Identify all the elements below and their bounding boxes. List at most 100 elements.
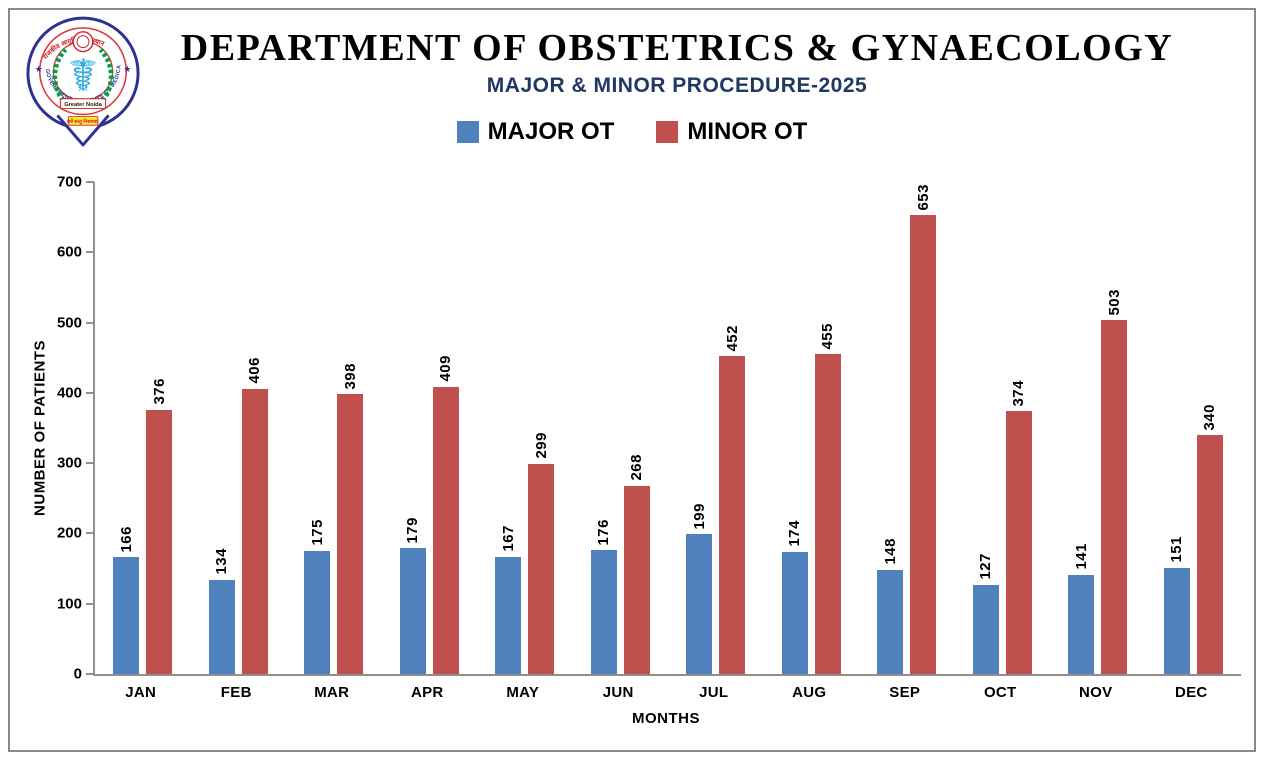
bar-group-apr: 179 409 (382, 182, 478, 674)
y-axis-tick-label: 700 (56, 173, 82, 191)
bar-group-sep: 148 653 (859, 182, 955, 674)
bar-column: 653 (910, 182, 937, 674)
x-axis-tick-label: AUG (792, 684, 827, 701)
legend-label-minor-ot: MINOR OT (687, 118, 808, 145)
y-axis-tick-mark (86, 391, 94, 394)
page-subtitle: MAJOR & MINOR PROCEDURE-2025 (486, 74, 868, 97)
bar-group-jun: 176 268 (573, 182, 669, 674)
bar-column: 175 (304, 182, 331, 674)
bar-value-label: 127 (977, 553, 995, 580)
y-axis-tick-labels: 0 100 200 300 400 500 600 700 (30, 174, 82, 683)
bar-value-label: 398 (341, 362, 359, 390)
bar-value-label: 340 (1201, 403, 1219, 431)
bar-value-label: 299 (532, 432, 550, 459)
bar-column: 166 (113, 182, 140, 674)
bar-major-ot-dec (1163, 567, 1190, 674)
bar-minor-ot-nov (1101, 320, 1128, 674)
logo-banner (59, 98, 107, 110)
x-axis-tick-label: JUL (699, 684, 729, 701)
bar-major-ot-apr (399, 548, 426, 674)
bar-group-jan: 166 376 (95, 182, 191, 674)
x-axis-tick-label: APR (410, 684, 444, 701)
y-axis-tick-label: 100 (56, 595, 82, 613)
x-axis-tick-labels: JAN FEB MAR APR MAY JUN JUL AUG SEP OCT NOV DEC (93, 684, 1239, 701)
bar-major-ot-jan (113, 557, 140, 674)
logo-motto-box (67, 115, 99, 126)
bar-column: 452 (719, 182, 746, 674)
bar-value-label: 199 (690, 502, 708, 530)
bar-column: 141 (1068, 182, 1095, 674)
bar-minor-ot-dec (1196, 435, 1223, 674)
bar-value-label: 167 (499, 525, 517, 552)
bar-value-label: 174 (786, 520, 804, 547)
bar-group-oct: 127 374 (955, 182, 1051, 674)
legend-item-minor-ot: MINOR OT (656, 118, 807, 146)
bar-group-mar: 175 398 (286, 182, 382, 674)
logo-top-medallion (72, 31, 94, 53)
bar-minor-ot-jun (623, 485, 650, 674)
bar-column: 398 (337, 182, 364, 674)
bar-major-ot-oct (972, 584, 999, 674)
y-axis-tick-label: 200 (56, 524, 82, 542)
bar-column: 376 (146, 182, 173, 674)
bar-group-may: 167 299 (477, 182, 573, 674)
bar-value-label: 374 (1010, 379, 1028, 407)
bar-value-label: 653 (914, 183, 932, 211)
bar-minor-ot-jan (146, 409, 173, 674)
x-axis-title: MONTHS (632, 710, 700, 727)
legend-swatch-minor-ot (656, 121, 679, 143)
bar-column: 409 (432, 182, 459, 674)
bar-column: 174 (781, 182, 808, 674)
bar-column: 167 (495, 182, 522, 674)
bar-column: 455 (814, 182, 841, 674)
bar-value-label: 166 (117, 525, 135, 553)
x-axis-tick-label: FEB (220, 684, 252, 701)
bar-group-feb: 134 406 (191, 182, 287, 674)
x-axis-tick-label: MAR (314, 684, 350, 701)
page-title: DEPARTMENT OF OBSTETRICS & GYNAECOLOGY (180, 27, 1174, 69)
bar-group-aug: 174 455 (764, 182, 860, 674)
bar-value-label: 409 (437, 355, 455, 382)
x-axis-tick-label: OCT (983, 684, 1017, 701)
bar-minor-ot-jul (719, 356, 746, 674)
bar-value-label: 179 (404, 516, 422, 544)
y-axis-tick-mark (86, 602, 94, 605)
bar-value-label: 376 (150, 378, 168, 405)
bar-minor-ot-mar (337, 394, 364, 674)
bar-major-ot-aug (781, 551, 808, 674)
y-axis-tick-label: 600 (56, 243, 82, 261)
bar-minor-ot-may (528, 463, 555, 674)
bar-major-ot-feb (208, 579, 235, 674)
y-axis-tick-mark (86, 321, 94, 324)
y-axis-tick-label: 0 (73, 665, 82, 683)
y-axis-tick-mark (86, 532, 94, 535)
bar-value-label: 148 (881, 538, 899, 565)
logo-top-medallion-inner (76, 35, 90, 49)
bar-minor-ot-oct (1005, 411, 1032, 674)
bar-value-label: 151 (1168, 536, 1186, 563)
y-axis-tick-mark (86, 673, 94, 675)
legend-swatch-major-ot (456, 121, 479, 143)
star-icon: ★ (123, 64, 131, 74)
bar-column: 134 (208, 182, 235, 674)
bar-column: 176 (590, 182, 617, 674)
bar-column: 374 (1005, 182, 1032, 674)
bar-value-label: 141 (1072, 543, 1090, 570)
bar-group-jul: 199 452 (668, 182, 764, 674)
x-axis-tick-label: SEP (889, 684, 921, 701)
legend-label-major-ot: MAJOR OT (487, 118, 615, 145)
logo-banner-text: Greater Noida (64, 102, 102, 108)
bar-value-label: 503 (1105, 288, 1123, 316)
bar-column: 151 (1163, 182, 1190, 674)
bar-column: 127 (972, 182, 999, 674)
y-axis-tick-mark (86, 181, 94, 183)
x-axis-tick-label: JUN (602, 684, 634, 701)
x-axis-tick-label: MAY (506, 684, 540, 701)
y-axis-tick-label: 500 (56, 314, 82, 332)
bar-minor-ot-aug (814, 354, 841, 674)
legend-item-major-ot: MAJOR OT (456, 118, 615, 146)
star-icon: ★ (35, 64, 43, 74)
bar-column: 179 (399, 182, 426, 674)
bar-column: 148 (877, 182, 904, 674)
